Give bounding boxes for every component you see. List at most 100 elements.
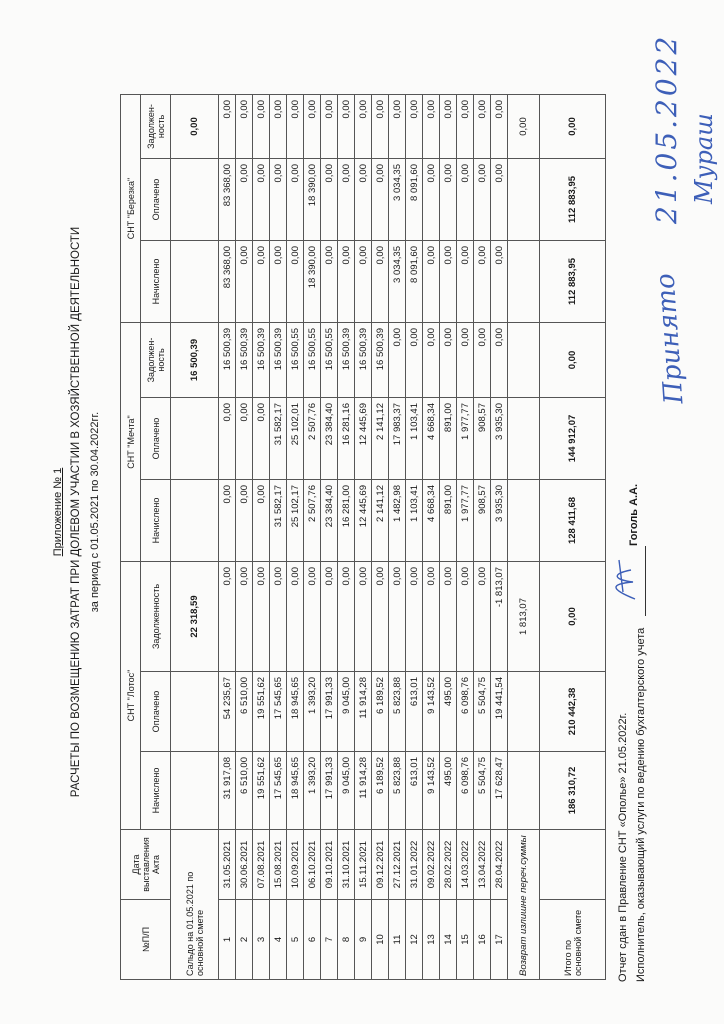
mechta-debt: 16 500,39 [371, 322, 389, 398]
berezka-charged: 0,00 [439, 240, 457, 323]
empty-cell [170, 158, 219, 241]
total-lotos-charged: 186 310,72 [539, 751, 606, 830]
berezka-paid: 0,00 [286, 158, 304, 241]
table-row: 5 10.09.2021 18 945,65 18 945,65 0,00 25 102,… [286, 94, 304, 980]
mechta-charged: 2 141,12 [371, 479, 389, 562]
lotos-debt: 0,00 [439, 561, 457, 672]
mechta-debt: 16 500,39 [235, 322, 253, 398]
mechta-paid: 1 103,41 [405, 397, 423, 480]
settlements-table: №П/П Дата выставления Акта СНТ "Лотос" С… [120, 94, 606, 980]
mechta-charged: 908,57 [473, 479, 491, 562]
berezka-paid-header: Оплачено [140, 158, 171, 241]
lotos-paid: 495,00 [439, 671, 457, 752]
mechta-charged-header: Начислено [140, 479, 171, 562]
table-row: 10 09.12.2021 6 189,52 6 189,52 0,00 2 141,12… [371, 94, 389, 980]
empty-cell [170, 479, 219, 562]
lotos-debt: 0,00 [218, 561, 236, 672]
act-date: 15.08.2021 [269, 829, 287, 900]
saldo-row: Сальдо на 01.05.2021 по основной смете 2… [170, 94, 219, 980]
mechta-paid: 3 935,30 [490, 397, 508, 480]
row-num: 14 [439, 899, 457, 980]
handwritten-date: 21.05.2022 [650, 33, 683, 224]
mechta-charged: 0,00 [218, 479, 236, 562]
berezka-debt: 0,00 [252, 94, 270, 159]
mechta-charged: 25 102,17 [286, 479, 304, 562]
table-row: 8 31.10.2021 9 045,00 9 045,00 0,00 16 281,00… [337, 94, 355, 980]
mechta-charged: 16 281,00 [337, 479, 355, 562]
berezka-debt: 0,00 [405, 94, 423, 159]
mechta-charged: 0,00 [252, 479, 270, 562]
act-date: 30.06.2021 [235, 829, 253, 900]
mechta-charged: 3 935,30 [490, 479, 508, 562]
act-date: 09.02.2022 [422, 829, 440, 900]
act-date: 31.10.2021 [337, 829, 355, 900]
berezka-paid: 0,00 [490, 158, 508, 241]
total-lotos-debt: 0,00 [539, 561, 606, 672]
act-date: 27.12.2021 [388, 829, 406, 900]
lotos-debt: 0,00 [405, 561, 423, 672]
refund-berezka-debt: 0,00 [507, 94, 540, 159]
mechta-paid: 31 582,17 [269, 397, 287, 480]
berezka-charged: 3 034,35 [388, 240, 406, 323]
lotos-charged: 9 045,00 [337, 751, 355, 830]
saldo-mechta-debt: 16 500,39 [170, 322, 219, 398]
executor-name: Гоголь А.А. [628, 483, 640, 546]
lotos-paid: 6 510,00 [235, 671, 253, 752]
berezka-debt: 0,00 [456, 94, 474, 159]
empty-cell [170, 671, 219, 752]
col-date-header: Дата выставления Акта [120, 829, 171, 900]
table-row: 14 28.02.2022 495,00 495,00 0,00 891,00 891,00… [439, 94, 457, 980]
group-mechta-header: СНТ "Мечта" [120, 322, 141, 562]
refund-label: Возврат излишне переч.суммы [507, 829, 540, 980]
berezka-charged: 8 091,60 [405, 240, 423, 323]
empty-cell [507, 397, 540, 480]
mechta-charged: 4 668,34 [422, 479, 440, 562]
mechta-paid: 0,00 [235, 397, 253, 480]
mechta-paid: 4 668,34 [422, 397, 440, 480]
berezka-debt: 0,00 [422, 94, 440, 159]
handwritten-accepted: Принято [650, 272, 690, 405]
berezka-paid: 0,00 [252, 158, 270, 241]
lotos-paid: 613,01 [405, 671, 423, 752]
lotos-paid: 11 914,28 [354, 671, 372, 752]
berezka-charged: 0,00 [320, 240, 338, 323]
lotos-charged: 495,00 [439, 751, 457, 830]
berezka-debt: 0,00 [439, 94, 457, 159]
empty-cell [507, 671, 540, 752]
total-berezka-paid: 112 883,95 [539, 158, 606, 241]
berezka-paid: 0,00 [354, 158, 372, 241]
table-row: 15 14.03.2022 6 098,76 6 098,76 0,00 1 977,77… [456, 94, 474, 980]
report-submitted-text: Отчет сдан в Правление СНТ «Ополье» 21.0… [617, 712, 629, 982]
berezka-debt: 0,00 [269, 94, 287, 159]
row-num: 6 [303, 899, 321, 980]
empty-cell [507, 158, 540, 241]
empty-cell [507, 751, 540, 830]
act-date: 09.12.2021 [371, 829, 389, 900]
lotos-debt: 0,00 [337, 561, 355, 672]
act-date: 13.04.2022 [473, 829, 491, 900]
berezka-debt: 0,00 [388, 94, 406, 159]
lotos-charged: 6 098,76 [456, 751, 474, 830]
lotos-debt: 0,00 [320, 561, 338, 672]
act-date: 07.08.2021 [252, 829, 270, 900]
act-date: 09.10.2021 [320, 829, 338, 900]
mechta-charged: 0,00 [235, 479, 253, 562]
berezka-charged: 0,00 [252, 240, 270, 323]
row-num: 1 [218, 899, 236, 980]
mechta-debt: 16 500,55 [303, 322, 321, 398]
table-row: 3 07.08.2021 19 551,62 19 551,62 0,00 0,00 0,0… [252, 94, 270, 980]
lotos-charged: 5 823,88 [388, 751, 406, 830]
berezka-paid: 0,00 [473, 158, 491, 241]
berezka-debt-header: Задолжен-ность [140, 94, 171, 159]
signature-line [645, 546, 646, 616]
mechta-debt: 0,00 [439, 322, 457, 398]
berezka-paid: 0,00 [337, 158, 355, 241]
total-row: Итого по основной смете 186 310,72 210 44… [539, 94, 606, 980]
berezka-charged: 0,00 [235, 240, 253, 323]
berezka-paid: 0,00 [422, 158, 440, 241]
table-row: 9 15.11.2021 11 914,28 11 914,28 0,00 12 445,… [354, 94, 372, 980]
total-lotos-paid: 210 442,38 [539, 671, 606, 752]
lotos-debt: 0,00 [456, 561, 474, 672]
berezka-paid: 0,00 [235, 158, 253, 241]
berezka-debt: 0,00 [371, 94, 389, 159]
